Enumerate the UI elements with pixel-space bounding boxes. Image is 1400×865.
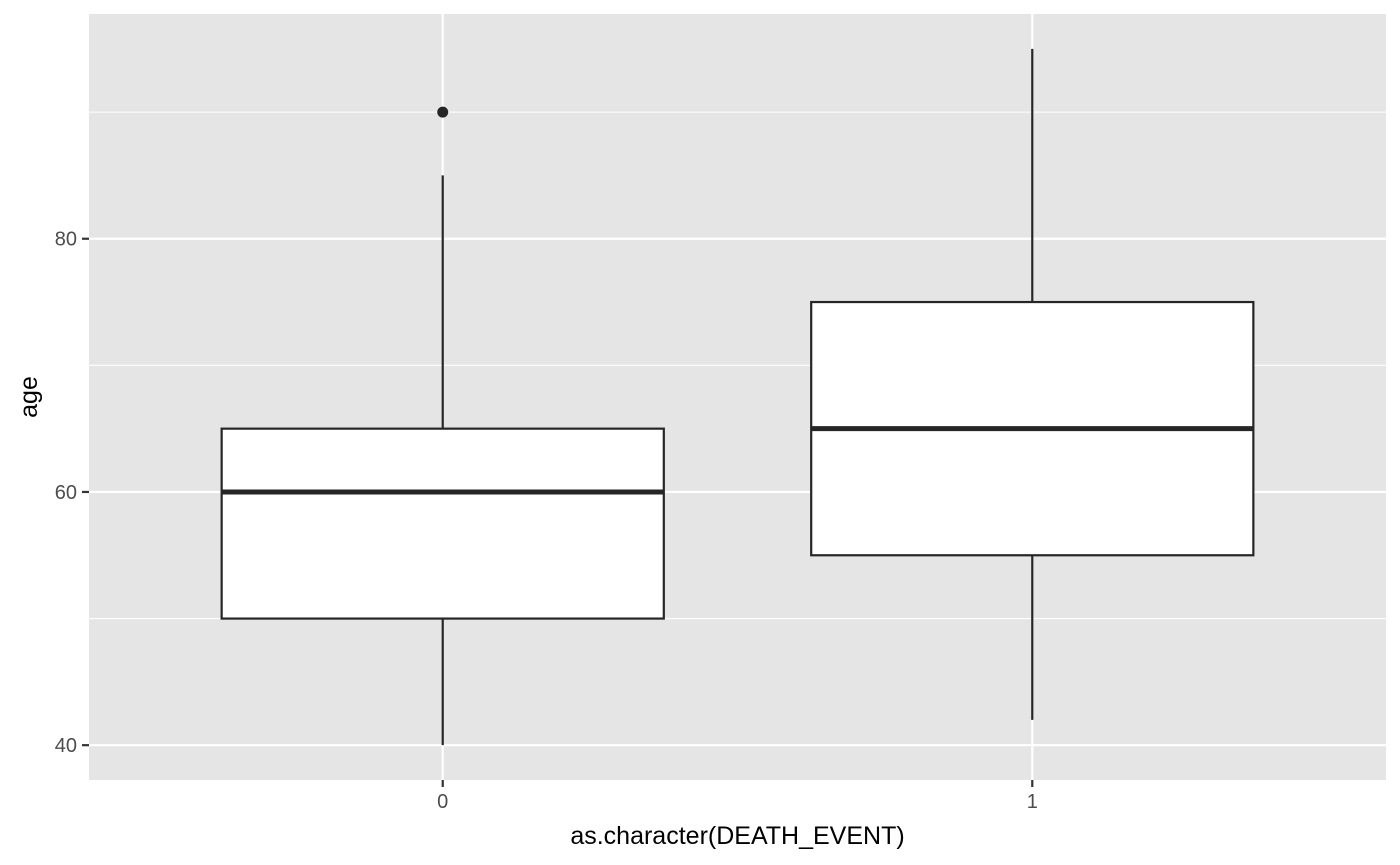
- outlier-point: [437, 106, 449, 118]
- box-0: [220, 106, 665, 746]
- x-tick-label: 1: [1027, 791, 1038, 813]
- y-tick-label: 40: [55, 735, 77, 757]
- box-1: [810, 48, 1255, 720]
- x-tick-label: 0: [437, 791, 448, 813]
- boxes-layer: [220, 48, 1255, 746]
- box-iqr: [220, 427, 665, 620]
- y-tick-label: 60: [55, 482, 77, 504]
- y-tick-label: 80: [55, 229, 77, 251]
- x-axis-title: as.character(DEATH_EVENT): [570, 822, 904, 850]
- y-axis-title: age: [15, 376, 43, 418]
- y-axis: 40 60 80: [55, 229, 89, 757]
